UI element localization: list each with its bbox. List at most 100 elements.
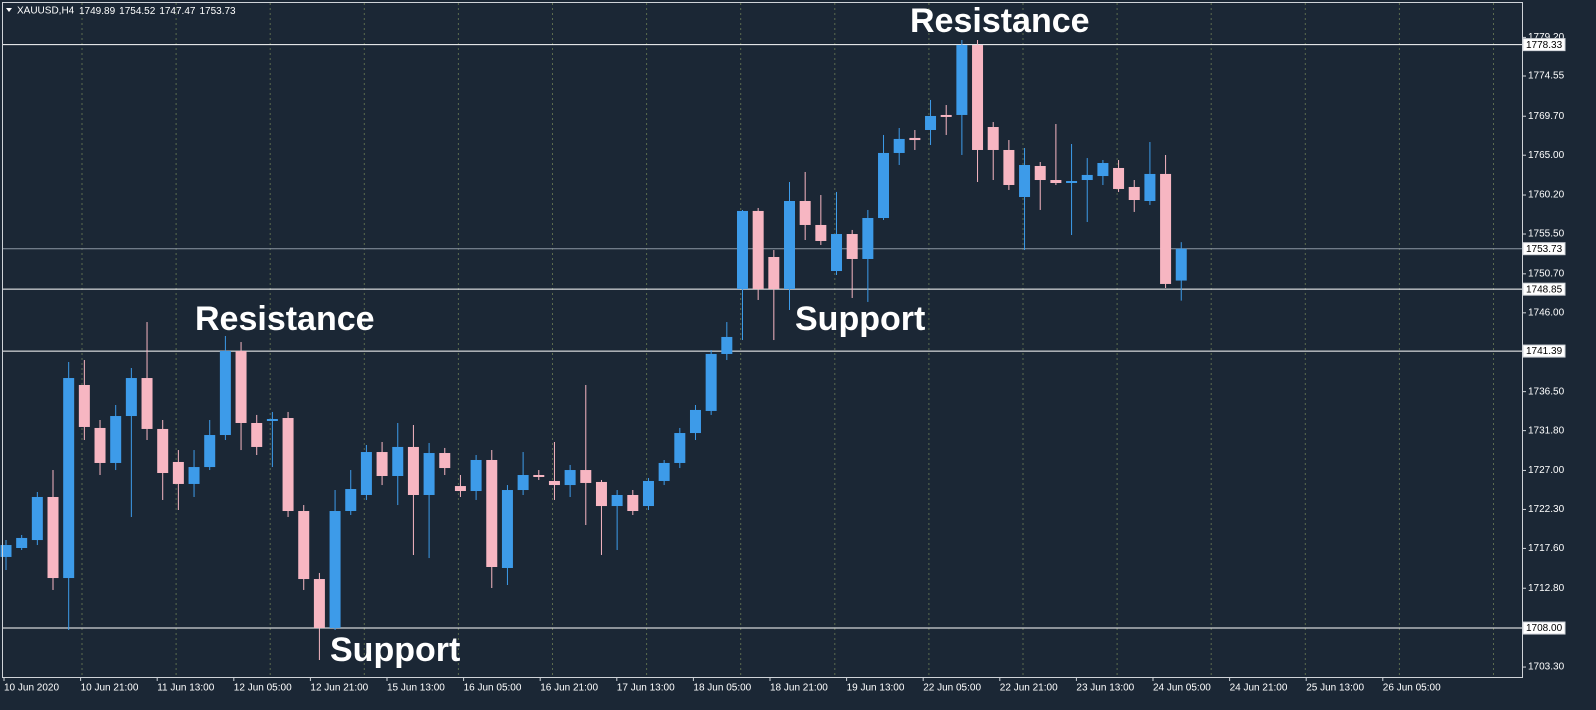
candle-body xyxy=(282,418,294,512)
candle-body xyxy=(188,467,200,484)
x-tick-label: 18 Jun 05:00 xyxy=(693,683,751,694)
candles xyxy=(0,39,1187,660)
price-label-box xyxy=(1522,344,1566,358)
candle-body xyxy=(1019,164,1031,198)
candle-body xyxy=(266,419,278,421)
price-label: 1778.33 xyxy=(1526,40,1563,51)
candle-body xyxy=(533,475,545,477)
candle-body xyxy=(752,210,764,290)
plot-border xyxy=(2,2,1523,678)
candle-body xyxy=(125,378,137,417)
grid xyxy=(81,3,1494,677)
candle-body xyxy=(31,496,43,541)
candle-body xyxy=(893,138,905,153)
candle-body xyxy=(470,459,482,492)
y-tick-label: 1760.20 xyxy=(1528,190,1565,201)
x-tick-label: 15 Jun 13:00 xyxy=(387,683,445,694)
candle-body xyxy=(768,256,780,290)
candle-body xyxy=(454,486,466,492)
candle-body xyxy=(235,350,247,423)
price-label: 1748.85 xyxy=(1526,284,1563,295)
candle-body xyxy=(909,137,921,141)
x-tick-label: 26 Jun 05:00 xyxy=(1383,683,1441,694)
price-label: 1708.00 xyxy=(1526,623,1563,634)
ohlc-value: 1753.73 xyxy=(199,6,236,17)
price-label-box xyxy=(1522,282,1566,296)
candle-body xyxy=(329,511,341,628)
y-tick-label: 1765.00 xyxy=(1528,150,1565,161)
y-tick-label: 1779.20 xyxy=(1528,32,1565,43)
candle-body xyxy=(486,459,498,568)
y-tick-label: 1712.80 xyxy=(1528,583,1565,594)
y-tick-label: 1722.30 xyxy=(1528,504,1565,515)
y-tick-label: 1703.30 xyxy=(1528,662,1565,673)
annotation: Resistance xyxy=(195,300,375,338)
candle-body xyxy=(831,234,843,272)
symbol: XAUUSD,H4 xyxy=(17,6,75,17)
candle-body xyxy=(517,475,529,491)
price-label: 1753.73 xyxy=(1526,244,1563,255)
x-tick-label: 10 Jun 21:00 xyxy=(81,683,139,694)
y-tick-label: 1731.80 xyxy=(1528,425,1565,436)
candle-body xyxy=(580,470,592,483)
candle-body xyxy=(1081,174,1093,181)
price-label: 1741.39 xyxy=(1526,346,1563,357)
ohlc-value: 1754.52 xyxy=(119,6,156,17)
candle-body xyxy=(799,201,811,225)
x-tick-label: 10 Jun 2020 xyxy=(4,683,59,694)
candle-body xyxy=(689,409,701,434)
candle-body xyxy=(862,218,874,259)
annotation: Resistance xyxy=(910,2,1090,40)
x-tick-label: 22 Jun 05:00 xyxy=(923,683,981,694)
candle-body xyxy=(721,336,733,354)
y-tick-label: 1750.70 xyxy=(1528,268,1565,279)
candle-body xyxy=(376,452,388,476)
y-tick-label: 1755.50 xyxy=(1528,229,1565,240)
x-tick-label: 16 Jun 05:00 xyxy=(464,683,522,694)
price-label-box xyxy=(1522,242,1566,256)
candle-body xyxy=(611,494,623,507)
candle-body xyxy=(16,537,28,549)
x-tick-label: 12 Jun 21:00 xyxy=(310,683,368,694)
candle-body xyxy=(564,470,576,486)
x-tick-label: 12 Jun 05:00 xyxy=(234,683,292,694)
candle-body xyxy=(878,152,890,219)
candle-body xyxy=(423,453,435,495)
x-tick-label: 18 Jun 21:00 xyxy=(770,683,828,694)
y-tick-label: 1717.60 xyxy=(1528,543,1565,554)
candle-body xyxy=(674,433,686,463)
candle-body xyxy=(784,201,795,290)
price-label-box xyxy=(1522,621,1566,635)
y-tick-label: 1736.50 xyxy=(1528,386,1565,397)
candle-body xyxy=(940,114,952,117)
y-tick-label: 1727.00 xyxy=(1528,465,1565,476)
annotation: Support xyxy=(795,300,925,338)
candle-body xyxy=(94,427,106,463)
candle-body xyxy=(439,453,451,469)
candle-body xyxy=(407,446,419,495)
y-tick-label: 1774.55 xyxy=(1528,71,1565,82)
candle-body xyxy=(1097,163,1109,177)
menu-arrow[interactable] xyxy=(6,8,12,12)
candle-body xyxy=(846,234,858,259)
candle-body xyxy=(141,378,153,429)
annotation: Support xyxy=(330,631,460,669)
candle-body xyxy=(548,480,560,486)
candle-body xyxy=(313,579,325,628)
candle-body xyxy=(501,490,513,568)
ohlc-value: 1747.47 xyxy=(159,6,196,17)
candle-body xyxy=(1034,165,1046,181)
candle-body xyxy=(345,489,357,512)
price-label-box xyxy=(1522,38,1566,52)
candle-body xyxy=(987,127,999,150)
candle-body xyxy=(658,462,670,481)
x-tick-label: 23 Jun 13:00 xyxy=(1076,683,1134,694)
candle-body xyxy=(1160,173,1172,284)
candle-body xyxy=(1003,149,1015,185)
x-tick-label: 11 Jun 13:00 xyxy=(157,683,215,694)
x-tick-label: 17 Jun 13:00 xyxy=(617,683,675,694)
candle-body xyxy=(298,511,310,580)
candle-body xyxy=(705,353,717,411)
x-tick-label: 22 Jun 21:00 xyxy=(1000,683,1058,694)
